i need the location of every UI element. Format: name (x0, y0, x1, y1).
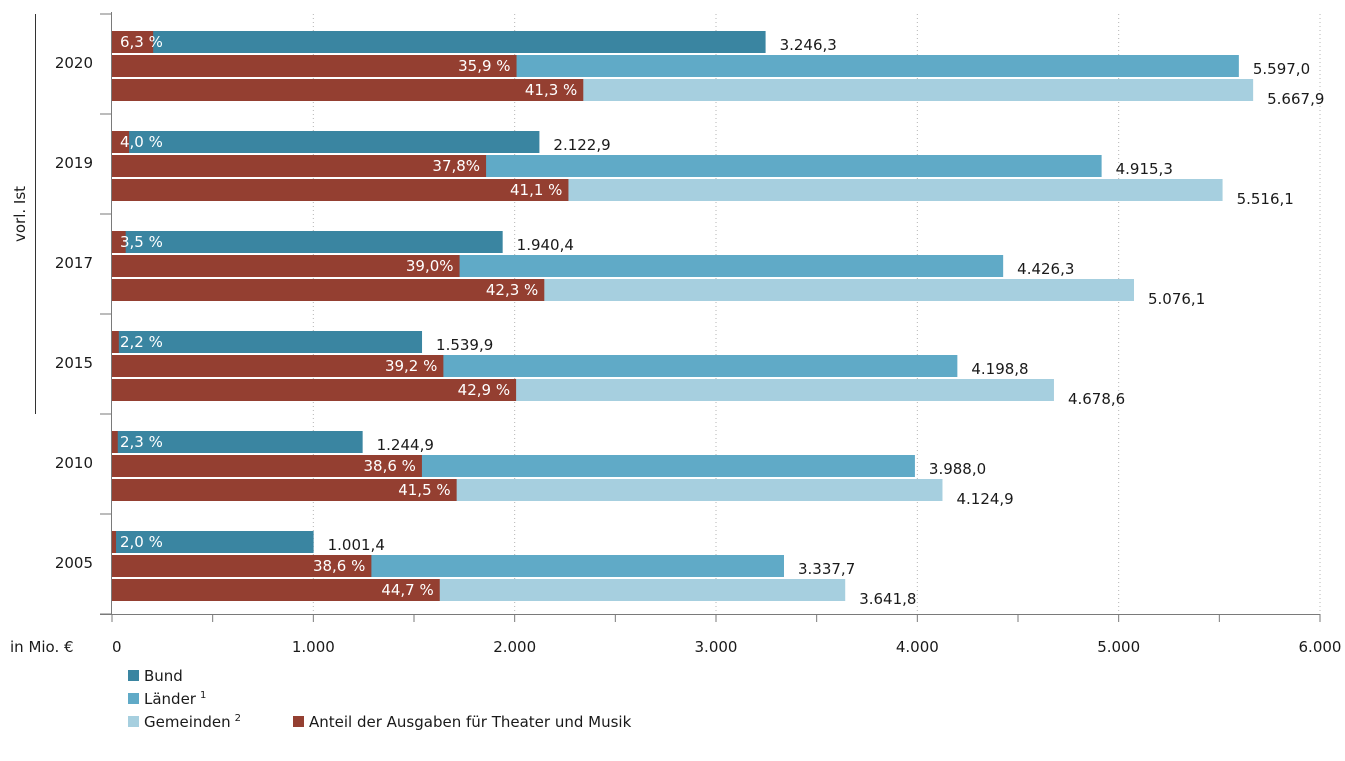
share-label: 41,5 % (398, 481, 450, 499)
share-label: 3,5 % (120, 233, 163, 251)
gridlines (313, 14, 1320, 614)
value-label: 1.539,9 (436, 336, 493, 354)
share-segment-gemeinden-2015 (112, 379, 516, 401)
value-label: 5.076,1 (1148, 290, 1205, 308)
legend-swatch-bund (128, 670, 139, 681)
legend: Bund Länder 1 Gemeinden 2 Anteil der Ausgaben… (128, 667, 632, 731)
legend-swatch-share (293, 716, 304, 727)
legend-swatch-länder (128, 693, 139, 704)
share-label: 41,1 % (510, 181, 562, 199)
bar-bund-2020 (112, 31, 766, 53)
share-segment-gemeinden-2020 (112, 79, 583, 101)
value-label: 1.244,9 (377, 436, 434, 454)
category-label: 2017 (55, 254, 93, 272)
x-axis-unit-label: in Mio. € (10, 638, 74, 656)
category-label: 2010 (55, 454, 93, 472)
share-label: 35,9 % (458, 57, 510, 75)
x-tick-label: 2.000 (493, 638, 536, 656)
share-label: 37,8% (432, 157, 480, 175)
value-label: 5.667,9 (1267, 90, 1324, 108)
value-label: 3.246,3 (780, 36, 837, 54)
share-segment-länder-2019 (112, 155, 486, 177)
x-tick-label: 6.000 (1299, 638, 1342, 656)
value-label: 4.915,3 (1116, 160, 1173, 178)
category-label: 2005 (55, 554, 93, 572)
legend-label-share: Anteil der Ausgaben für Theater und Musi… (309, 713, 632, 731)
share-label: 2,0 % (120, 533, 163, 551)
bar-bund-2017 (112, 231, 503, 253)
share-label: 39,2 % (385, 357, 437, 375)
value-label: 1.001,4 (328, 536, 385, 554)
share-label: 38,6 % (364, 457, 416, 475)
value-label: 3.337,7 (798, 560, 855, 578)
x-tick-label: 4.000 (896, 638, 939, 656)
x-tick-label: 0 (112, 638, 122, 656)
share-label: 4,0 % (120, 133, 163, 151)
value-label: 5.597,0 (1253, 60, 1310, 78)
legend-swatch-gemeinden (128, 716, 139, 727)
share-label: 39,0% (406, 257, 454, 275)
group-label: vorl. Ist (11, 186, 29, 242)
share-segment-gemeinden-2019 (112, 179, 568, 201)
share-label: 44,7 % (381, 581, 433, 599)
x-tick-label: 3.000 (695, 638, 738, 656)
x-tick-label: 5.000 (1097, 638, 1140, 656)
legend-label-gemeinden: Gemeinden 2 (144, 713, 241, 731)
legend-label-länder: Länder 1 (144, 690, 206, 708)
x-tick-label: 1.000 (292, 638, 335, 656)
share-label: 6,3 % (120, 33, 163, 51)
share-segment-bund-2005 (112, 531, 116, 553)
share-label: 42,9 % (458, 381, 510, 399)
category-label: 2020 (55, 54, 93, 72)
share-label: 41,3 % (525, 81, 577, 99)
share-label: 38,6 % (313, 557, 365, 575)
legend-label-bund: Bund (144, 667, 183, 685)
value-label: 3.988,0 (929, 460, 986, 478)
share-segment-länder-2020 (112, 55, 517, 77)
share-segment-bund-2015 (112, 331, 119, 353)
value-label: 5.516,1 (1237, 190, 1294, 208)
bars: 6,3 % 3.246,3 35,9 % 5.597,0 41,3 % 5.667,9 4,… (112, 31, 1324, 608)
share-label: 2,3 % (120, 433, 163, 451)
share-label: 2,2 % (120, 333, 163, 351)
value-label: 4.426,3 (1017, 260, 1074, 278)
value-label: 4.198,8 (971, 360, 1028, 378)
value-label: 4.124,9 (956, 490, 1013, 508)
value-label: 4.678,6 (1068, 390, 1125, 408)
value-label: 3.641,8 (859, 590, 916, 608)
bar-bund-2019 (112, 131, 539, 153)
share-segment-gemeinden-2017 (112, 279, 544, 301)
share-label: 42,3 % (486, 281, 538, 299)
value-label: 2.122,9 (553, 136, 610, 154)
category-label: 2015 (55, 354, 93, 372)
category-label: 2019 (55, 154, 93, 172)
value-label: 1.940,4 (517, 236, 574, 254)
share-segment-bund-2010 (112, 431, 118, 453)
